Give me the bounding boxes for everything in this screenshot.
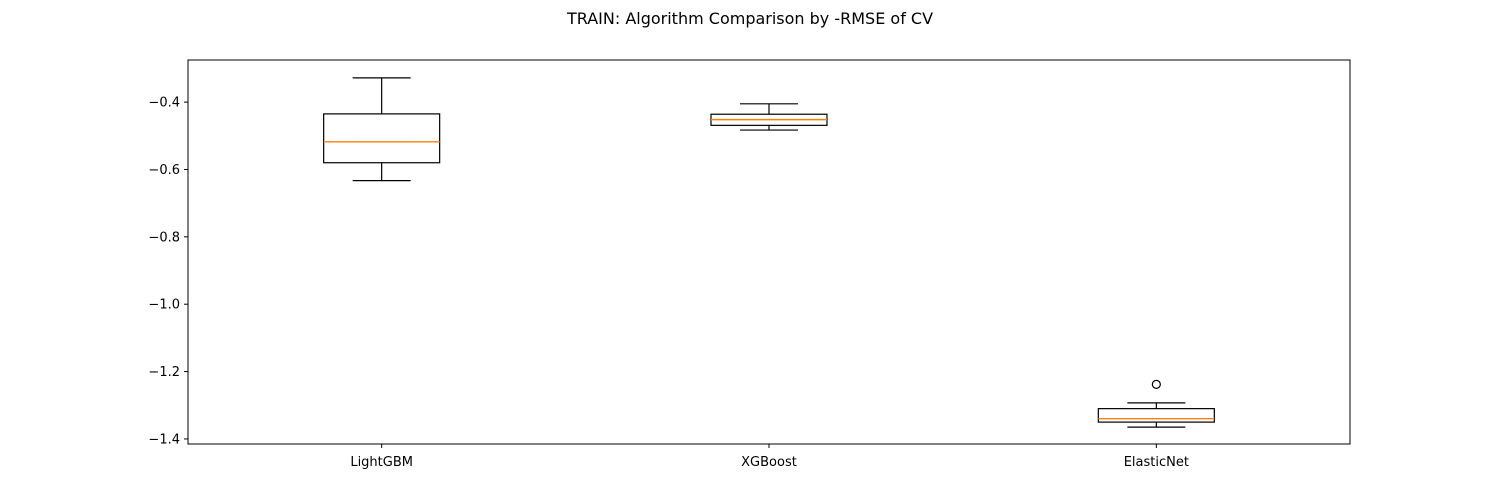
box-elasticnet — [1097, 379, 1215, 428]
y-axis: −1.4 −1.2 −1.0 −0.8 −0.6 −0.4 — [148, 96, 188, 447]
iqr-box — [1097, 408, 1215, 423]
x-tick-label: XGBoost — [741, 455, 797, 470]
chart-title: TRAIN: Algorithm Comparison by -RMSE of … — [566, 9, 933, 28]
x-tick-label: ElasticNet — [1124, 455, 1189, 470]
y-tick-label: −0.4 — [148, 96, 180, 111]
iqr-box — [323, 113, 441, 164]
x-tick-label: LightGBM — [350, 455, 413, 470]
outlier-point — [1151, 379, 1161, 389]
box-lightgbm — [323, 77, 441, 182]
y-tick-label: −0.8 — [148, 230, 180, 245]
y-tick-label: −0.6 — [148, 163, 180, 178]
plot-area-frame — [187, 59, 1351, 445]
boxes-layer — [323, 77, 1215, 428]
y-tick-label: −1.2 — [148, 365, 180, 380]
box-xgboost — [710, 103, 828, 131]
y-tick-label: −1.4 — [148, 432, 180, 447]
y-tick-label: −1.0 — [148, 298, 180, 313]
x-axis: LightGBM XGBoost ElasticNet — [350, 444, 1189, 470]
